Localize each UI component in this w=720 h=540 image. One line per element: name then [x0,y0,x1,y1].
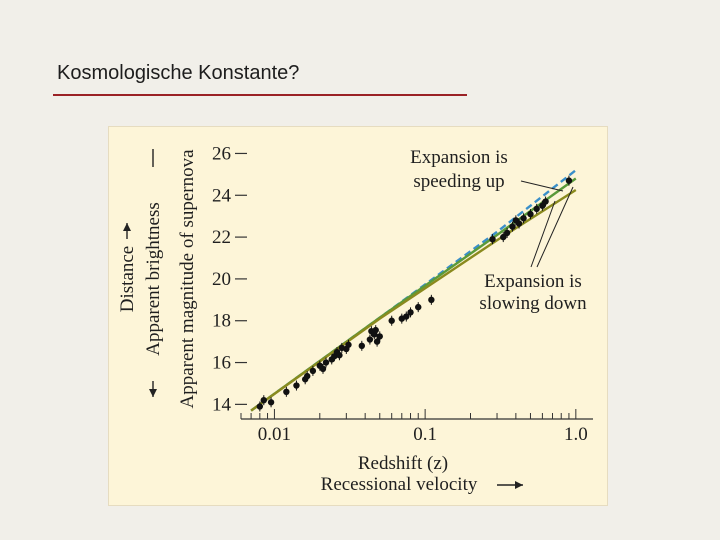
data-point [256,403,264,410]
data-point [533,205,540,213]
data-point [322,359,330,366]
x-tick-label: 0.1 [413,424,437,445]
velocity-arrow-head [515,481,523,489]
data-point [319,365,327,373]
brightness-arrow-head [149,389,157,397]
hubble-diagram: 0.01 0.1 1.0 14 16 18 20 22 24 26 Redshift (z) Rece… [108,126,608,506]
x-axis-label: Redshift (z) [358,453,448,474]
data-point [403,313,410,320]
data-point [415,303,422,311]
model-curve [250,188,577,412]
y-tick-label: 16 [212,353,231,374]
data-point [509,223,516,230]
y-tick-label: 18 [212,311,231,332]
chart-svg: 0.01 0.1 1.0 14 16 18 20 22 24 26 Redshift (z)Rece… [117,143,593,495]
y-axis-label: Apparent brightness [143,202,164,356]
data-point [489,235,496,243]
x-axis-label-2: Recessional velocity [321,474,478,495]
data-point [372,326,379,334]
y-tick-label: 22 [212,227,231,248]
data-point [345,341,352,348]
axes: 0.01 0.1 1.0 14 16 18 20 22 24 26 Redshift (z)Rece… [117,143,593,495]
y-axis-label: Distance [117,246,138,312]
data-point [520,215,527,222]
data-point [527,210,534,218]
data-point [283,388,290,396]
data-point [336,352,343,359]
annotation-speeding: Expansion is [410,147,508,168]
leader-line [536,186,574,268]
data-point [267,399,275,406]
x-tick-label: 0.01 [258,424,291,445]
data-point [260,396,267,404]
data-point [376,333,383,340]
slide-title: Kosmologische Konstante? [57,62,300,84]
data-point [542,198,549,205]
distance-arrow-head [123,223,131,231]
data-point [304,372,311,380]
data-point [428,296,435,304]
data-point [565,177,573,184]
data-point [293,382,300,389]
data-points [256,175,573,412]
data-point [358,342,366,350]
y-tick-label: 14 [212,394,232,415]
data-point [309,367,317,375]
data-point [366,336,374,343]
annotation-slowing: slowing down [479,293,587,314]
y-tick-label: 24 [212,185,232,206]
leader-line [530,200,556,268]
data-point [515,220,523,227]
annotation-slowing: Expansion is [484,271,582,292]
leader-line [520,180,564,192]
y-tick-label: 26 [212,143,231,164]
y-tick-label: 20 [212,269,231,290]
title-underline [53,94,467,96]
x-tick-label: 1.0 [564,424,588,445]
data-point [503,229,511,237]
y-axis-label: Apparent magnitude of supernova [177,149,198,409]
annotation-speeding: speeding up [413,171,504,192]
data-point [407,309,414,316]
data-point [373,338,381,345]
data-point [500,233,507,241]
data-point [388,317,395,324]
